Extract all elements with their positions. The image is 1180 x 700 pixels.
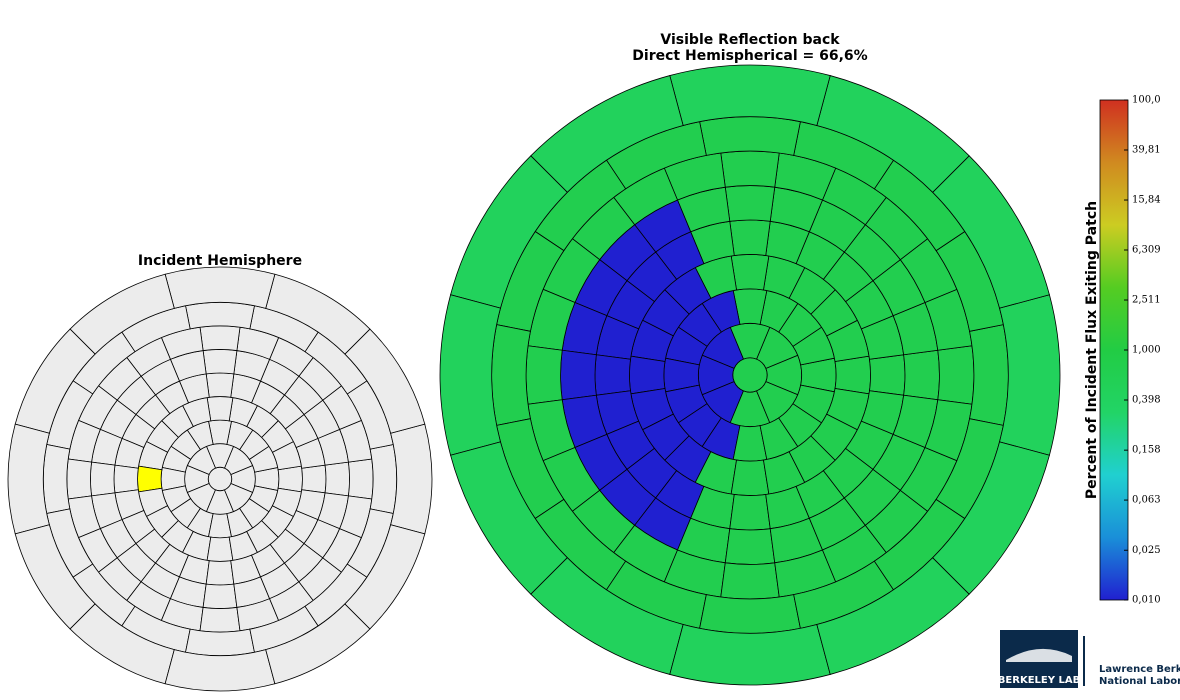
patch bbox=[202, 583, 238, 609]
patch bbox=[348, 458, 374, 500]
patch bbox=[344, 524, 426, 630]
colorbar bbox=[1099, 99, 1129, 601]
patch bbox=[869, 354, 906, 396]
patch bbox=[720, 150, 780, 188]
patch bbox=[729, 219, 771, 256]
patch bbox=[199, 607, 241, 633]
patch bbox=[113, 464, 139, 494]
patch bbox=[969, 324, 1009, 426]
patch bbox=[525, 345, 563, 405]
patch bbox=[90, 461, 116, 497]
colorbar-tick-label: 0,158 bbox=[1132, 445, 1161, 456]
patch bbox=[206, 396, 234, 422]
patch bbox=[669, 64, 831, 126]
colorbar-tick-label: 0,063 bbox=[1132, 495, 1161, 506]
colorbar-tick-label: 0,398 bbox=[1132, 395, 1161, 406]
patch bbox=[199, 325, 241, 351]
colorbar-tick-label: 2,511 bbox=[1132, 295, 1161, 306]
patch bbox=[903, 349, 940, 401]
patch bbox=[491, 324, 531, 426]
hemisphere bbox=[7, 266, 433, 692]
colorbar-label: Percent of Incident Flux Exiting Patch bbox=[1084, 201, 1100, 499]
colorbar-tick-label: 15,84 bbox=[1132, 195, 1161, 206]
patch bbox=[439, 294, 501, 456]
patch bbox=[937, 345, 975, 405]
patch bbox=[202, 349, 238, 375]
patch bbox=[834, 355, 871, 395]
patch bbox=[205, 560, 235, 586]
patch bbox=[730, 459, 770, 496]
colorbar-tick-label: 0,025 bbox=[1132, 545, 1161, 556]
patch bbox=[205, 372, 235, 398]
logo-icon bbox=[1006, 648, 1072, 662]
patch bbox=[629, 355, 666, 395]
patch bbox=[724, 185, 776, 222]
patch bbox=[324, 461, 350, 497]
colorbar-tick-label: 0,010 bbox=[1132, 595, 1161, 606]
patch bbox=[390, 423, 433, 535]
hemisphere bbox=[439, 64, 1061, 686]
colorbar-tick-label: 100,0 bbox=[1132, 95, 1161, 106]
left-title: Incident Hemisphere bbox=[138, 253, 302, 269]
patch bbox=[720, 562, 780, 600]
patch bbox=[7, 423, 50, 535]
logo-line1: Lawrence Berkeley bbox=[1099, 664, 1180, 675]
patch bbox=[999, 294, 1061, 456]
patch bbox=[185, 628, 255, 656]
colorbar-tick-label: 39,81 bbox=[1132, 145, 1161, 156]
patch bbox=[699, 594, 801, 634]
patch bbox=[164, 649, 276, 692]
logo-badge-text: BERKELEY LAB bbox=[998, 675, 1080, 686]
right-subtitle: Direct Hemispherical = 66,6% bbox=[632, 48, 867, 64]
patch bbox=[932, 441, 1050, 595]
patch bbox=[729, 494, 771, 531]
patch bbox=[369, 444, 397, 514]
patch bbox=[594, 354, 631, 396]
colorbar-tick-label: 1,000 bbox=[1132, 345, 1161, 356]
patch bbox=[724, 528, 776, 565]
patch bbox=[277, 465, 303, 493]
patch bbox=[43, 444, 71, 514]
patch bbox=[164, 266, 276, 309]
patch bbox=[66, 458, 92, 500]
patch bbox=[730, 254, 770, 291]
patch bbox=[137, 465, 163, 493]
patch bbox=[301, 464, 327, 494]
logo: BERKELEY LAB Lawrence Berkeley National … bbox=[998, 630, 1180, 688]
patch bbox=[185, 302, 255, 330]
patch bbox=[560, 349, 597, 401]
colorbar-tick-label: 6,309 bbox=[1132, 245, 1161, 256]
patch bbox=[699, 116, 801, 156]
patch bbox=[206, 536, 234, 562]
right-title: Visible Reflection back bbox=[660, 32, 840, 48]
logo-line2: National Laboratory bbox=[1099, 676, 1180, 687]
patch bbox=[669, 624, 831, 686]
